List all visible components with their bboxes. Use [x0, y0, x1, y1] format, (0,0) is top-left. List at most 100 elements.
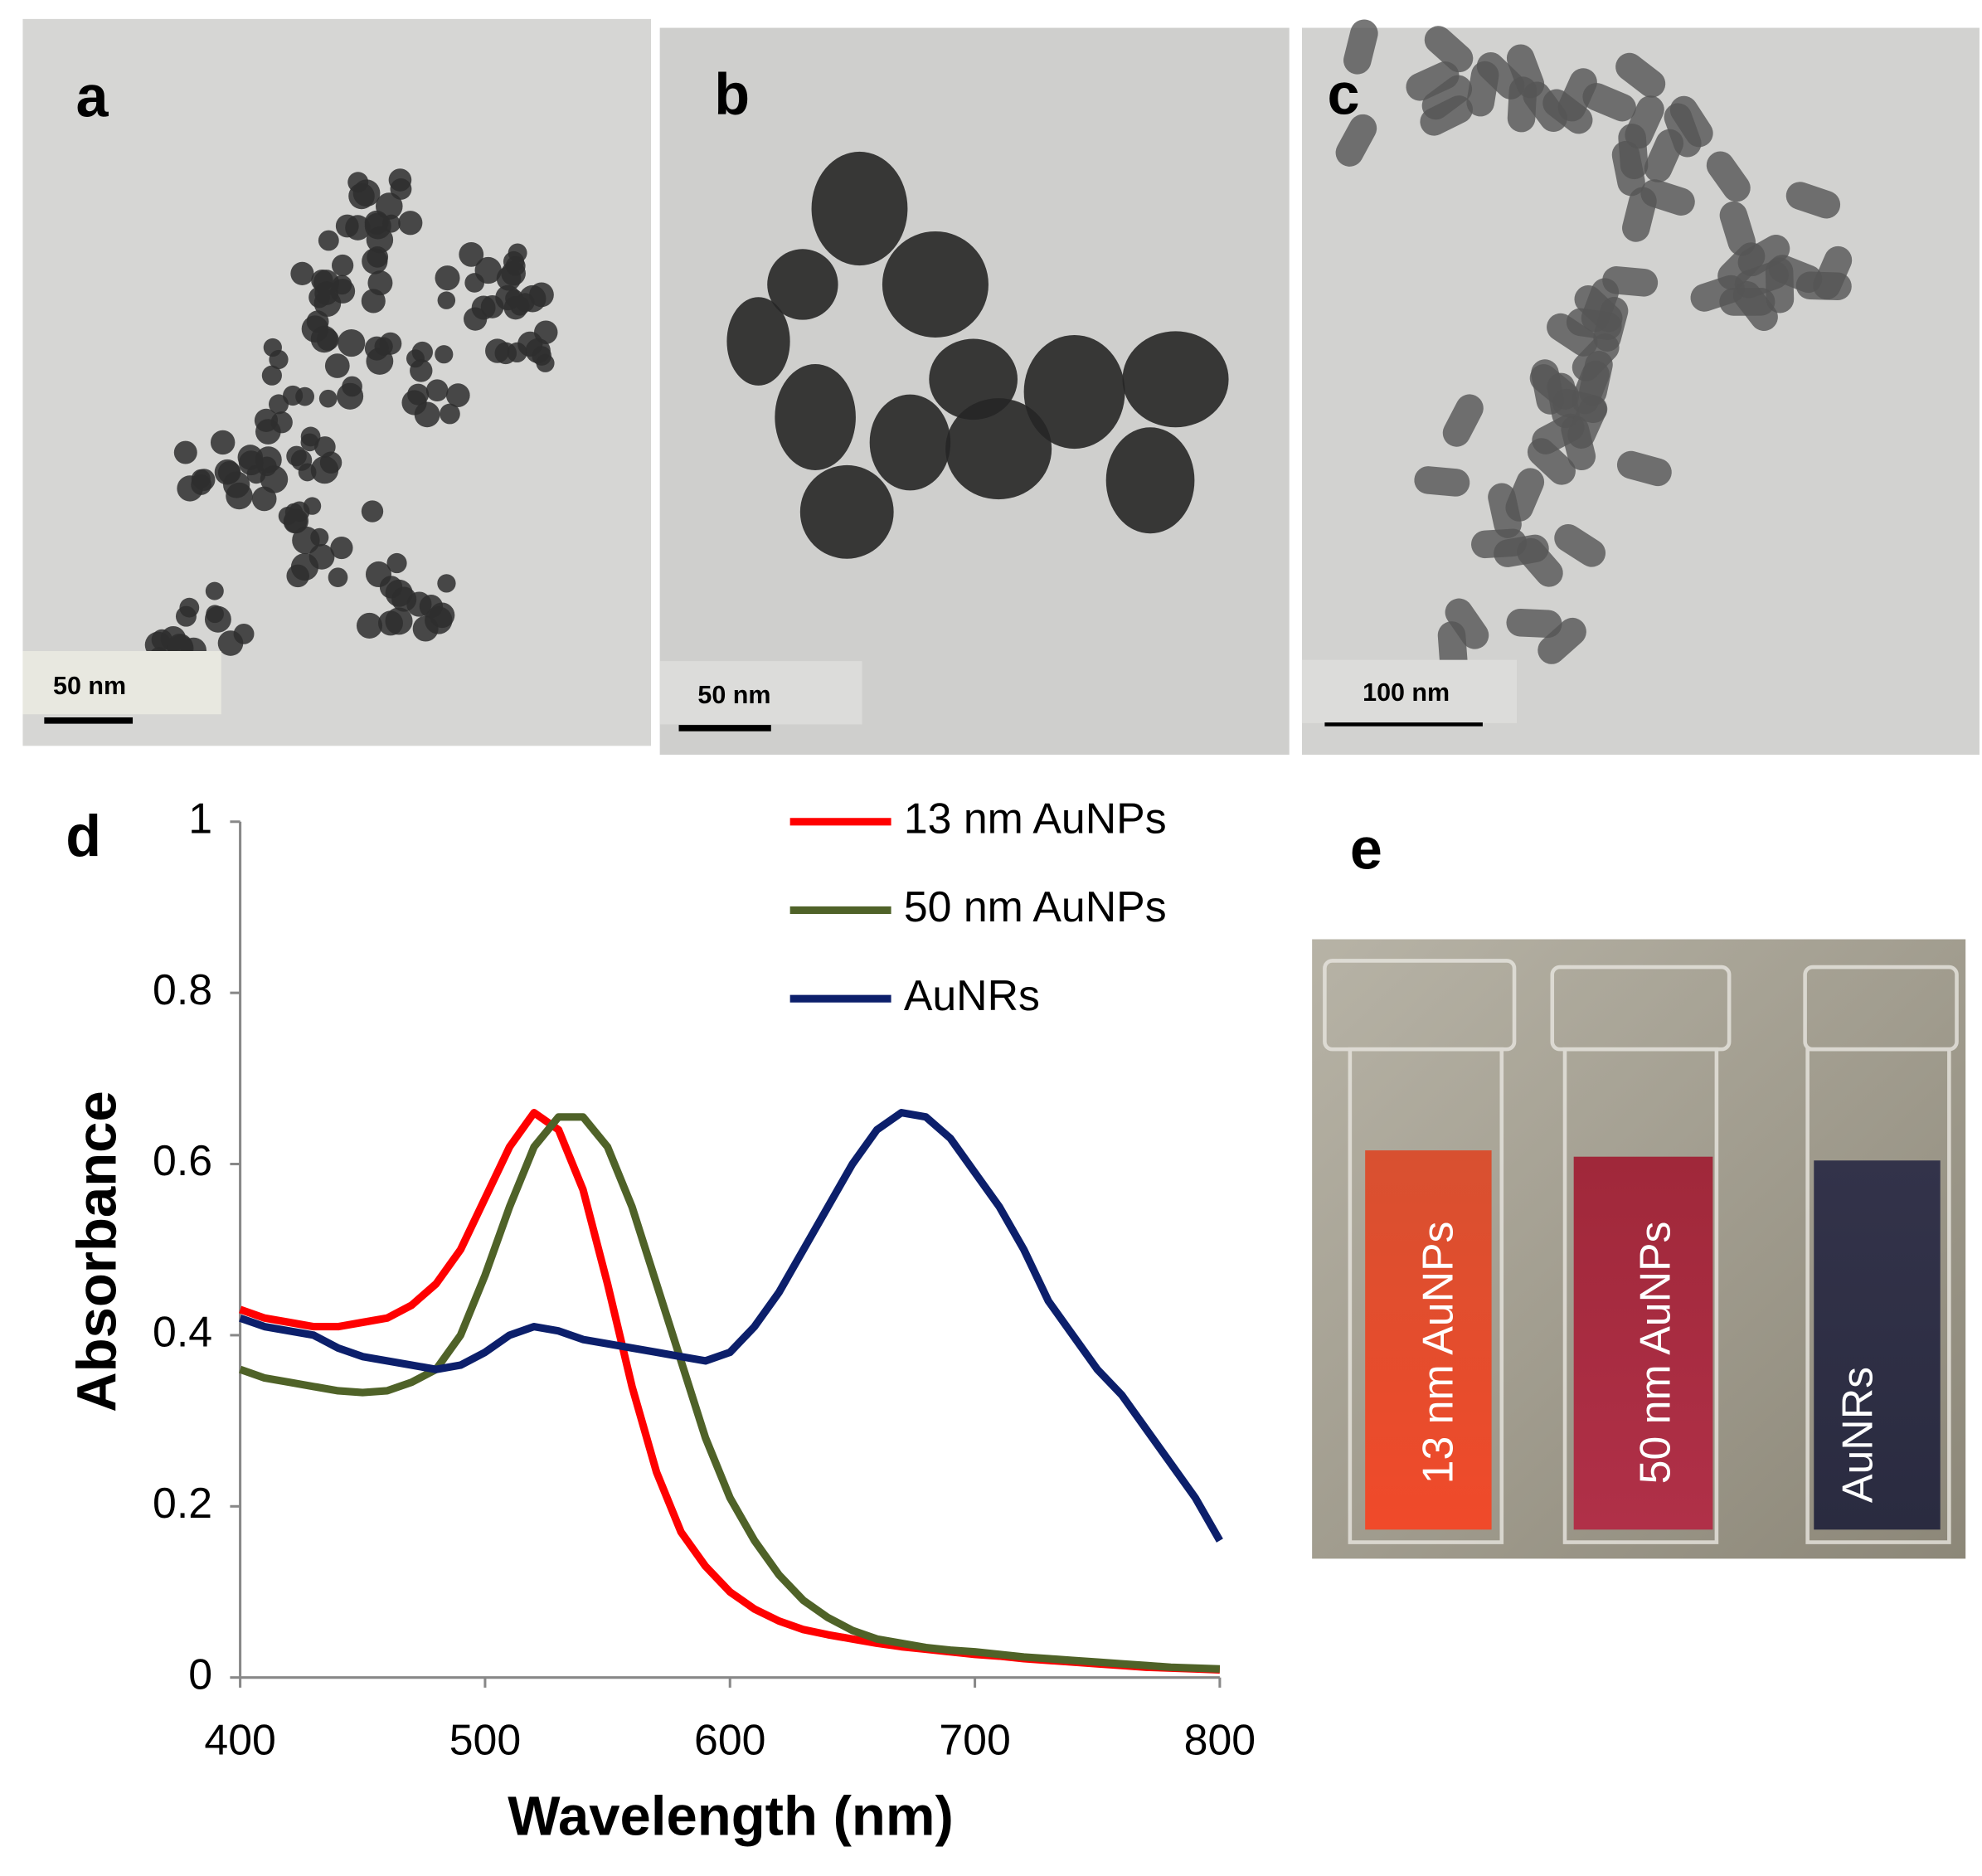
- nanorod: [1567, 395, 1607, 449]
- particle: [435, 265, 460, 291]
- y-tick-label: 0.2: [153, 1479, 212, 1527]
- particle: [1122, 331, 1229, 428]
- particle: [301, 315, 329, 343]
- particle: [945, 398, 1052, 500]
- particle: [1023, 334, 1125, 450]
- particle: [313, 270, 339, 296]
- particle: [364, 212, 391, 240]
- particle: [474, 256, 502, 284]
- particle: [767, 249, 838, 320]
- scale-bar-box: [659, 661, 862, 725]
- particle: [177, 475, 203, 502]
- particle: [356, 612, 383, 639]
- nanorod: [1717, 242, 1766, 290]
- particle: [412, 615, 439, 642]
- series-line: [239, 1109, 1223, 1543]
- nanorod: [1414, 466, 1470, 497]
- chart: 0 0.2 0.4 0.6 0.8 1 400 500 600 700 800 13 nm AuNPs…: [153, 794, 1256, 1763]
- particle: [365, 561, 392, 588]
- particle: [361, 500, 384, 522]
- nanorod: [1420, 95, 1473, 136]
- particle: [1105, 427, 1195, 534]
- nanorod: [1406, 61, 1460, 101]
- nanorod: [1566, 308, 1622, 340]
- particle: [352, 179, 381, 207]
- particle: [222, 471, 250, 498]
- nanorod: [1616, 450, 1672, 487]
- nanorod: [1506, 608, 1562, 639]
- nanorod: [1719, 201, 1756, 256]
- x-tick-label: 600: [694, 1716, 765, 1764]
- particle: [398, 211, 423, 236]
- sample-label: AuNRs: [1833, 1367, 1881, 1503]
- particle: [375, 192, 403, 220]
- nanorod: [1466, 61, 1499, 117]
- liquid: [1814, 1160, 1941, 1530]
- particles: [144, 19, 1853, 678]
- nanorod: [1547, 313, 1598, 357]
- particle: [286, 564, 309, 588]
- y-tick-label: 0.6: [153, 1136, 212, 1184]
- particle: [437, 291, 456, 309]
- legend-label: 50 nm AuNPs: [904, 882, 1167, 931]
- particle: [330, 536, 353, 560]
- particle: [263, 338, 282, 357]
- sample-label: 13 nm AuNPs: [1413, 1222, 1461, 1485]
- particle: [882, 231, 989, 338]
- nanorod: [1785, 182, 1841, 219]
- particle: [440, 403, 460, 425]
- scale-bar-label: 50 nm: [697, 681, 770, 709]
- series-line: [239, 1113, 1221, 1673]
- nanorod: [1445, 598, 1489, 649]
- particle: [290, 450, 313, 471]
- legend-label: 13 nm AuNPs: [904, 794, 1167, 842]
- nanorod: [1579, 350, 1613, 406]
- nanorod: [1622, 187, 1657, 242]
- particle: [811, 151, 908, 266]
- y-tick-label: 0: [188, 1650, 212, 1698]
- nanorod: [1582, 83, 1636, 122]
- x-axis-title: Wavelength (nm): [508, 1786, 954, 1848]
- particle: [300, 426, 321, 447]
- liquid: [1573, 1156, 1713, 1530]
- particle: [290, 261, 314, 285]
- nanorod: [1471, 528, 1528, 559]
- scale-bar-box: [1301, 659, 1518, 723]
- particle: [173, 440, 197, 464]
- panel-label: b: [714, 61, 750, 126]
- particle: [233, 623, 255, 644]
- nanorod: [1517, 537, 1563, 587]
- particle: [386, 552, 407, 574]
- particle: [310, 527, 329, 547]
- particle: [494, 342, 517, 365]
- particle: [515, 293, 535, 313]
- particle: [318, 389, 338, 408]
- particle: [385, 579, 413, 607]
- nanorod: [1442, 394, 1484, 447]
- particle: [295, 386, 315, 406]
- particle: [318, 230, 339, 251]
- nanorod: [1523, 81, 1567, 132]
- nanorod: [1706, 151, 1751, 202]
- sample-label: 50 nm AuNPs: [1630, 1222, 1678, 1485]
- particle: [459, 241, 484, 267]
- y-tick-label: 0.8: [153, 965, 212, 1013]
- nanorod: [1343, 19, 1378, 75]
- particle: [303, 497, 322, 515]
- particle: [324, 353, 350, 378]
- particle: [407, 383, 430, 406]
- particle: [799, 464, 894, 559]
- panel-label: e: [1350, 816, 1382, 881]
- particle: [536, 353, 555, 372]
- particle: [367, 270, 393, 296]
- particle: [406, 591, 432, 617]
- particle: [445, 383, 470, 407]
- panel-label: d: [66, 804, 101, 868]
- nanorod: [1615, 52, 1666, 98]
- particle: [342, 376, 362, 397]
- particle: [345, 215, 371, 241]
- particle: [204, 605, 231, 633]
- x-tick-label: 800: [1184, 1716, 1256, 1764]
- particle: [261, 365, 282, 386]
